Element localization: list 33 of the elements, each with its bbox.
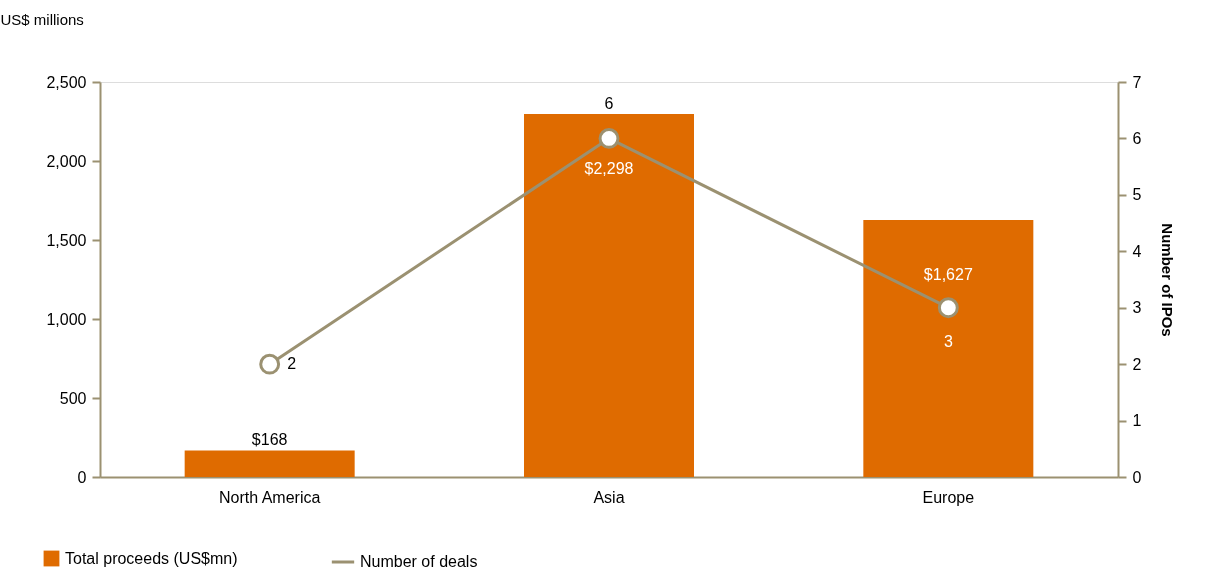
x-tick-label: Asia <box>593 488 625 506</box>
y2-tick-label: 2 <box>1132 355 1142 373</box>
data-label: 6 <box>604 95 614 113</box>
data-label: $1,627 <box>923 265 973 283</box>
bar <box>863 219 1034 477</box>
x-tick-label: Europe <box>922 488 975 506</box>
x-tick-label: North America <box>218 488 321 506</box>
legend-label: Total proceeds (US$mn) <box>65 549 238 567</box>
bar <box>184 450 355 477</box>
y-tick-label: 2,500 <box>46 73 87 91</box>
y2-tick-label: 3 <box>1132 299 1142 317</box>
bar <box>524 113 694 477</box>
y-tick-label: 2,000 <box>46 152 87 170</box>
y-tick-label: 1,000 <box>46 310 87 328</box>
data-label: 3 <box>943 332 953 350</box>
y2-tick-label: 0 <box>1132 468 1142 486</box>
legend-label: Number of deals <box>360 553 478 570</box>
y2-tick-label: 1 <box>1132 412 1142 430</box>
point <box>937 297 959 319</box>
y-axis-title: US$ millions <box>0 10 84 28</box>
y-tick-label: 500 <box>59 389 87 407</box>
y2-tick-label: 5 <box>1132 186 1142 204</box>
data-label: $2,298 <box>584 159 634 177</box>
point <box>259 353 281 375</box>
y2-tick-label: 7 <box>1132 73 1142 91</box>
data-label: 2 <box>287 355 297 373</box>
y2-tick-label: 4 <box>1132 242 1142 260</box>
data-label: $168 <box>251 431 288 449</box>
y-tick-label: 1,500 <box>46 231 87 249</box>
y2-tick-label: 6 <box>1132 129 1142 147</box>
point <box>598 128 620 149</box>
y-tick-label: 0 <box>77 468 87 486</box>
y2-axis-title: Number of IPOs <box>1159 223 1177 337</box>
